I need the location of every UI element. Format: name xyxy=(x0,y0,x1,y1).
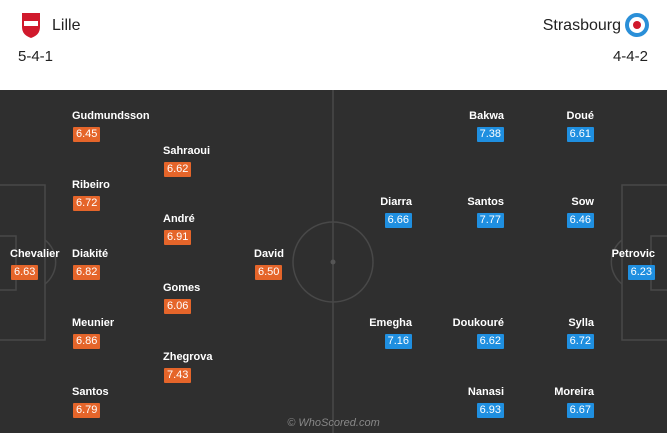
player-name: Santos xyxy=(72,386,109,398)
player-name: Chevalier xyxy=(10,248,60,260)
player-name: Sylla xyxy=(568,317,594,329)
player-name: Gudmundsson xyxy=(72,110,150,122)
player-name: Sow xyxy=(571,196,594,208)
player-rating: 7.16 xyxy=(384,334,412,349)
player-rating: 6.66 xyxy=(384,213,412,228)
away-formation: 4-4-2 xyxy=(612,48,648,65)
player-rating: 6.72 xyxy=(73,196,101,211)
player-rating: 6.86 xyxy=(73,334,101,349)
player-rating: 6.61 xyxy=(566,127,594,142)
home-formation: 5-4-1 xyxy=(18,48,54,65)
player-rating: 6.62 xyxy=(476,334,504,349)
pitch xyxy=(0,90,667,433)
player-name: Moreira xyxy=(554,386,594,398)
player-rating: 7.77 xyxy=(476,213,504,228)
player-rating: 6.79 xyxy=(73,403,101,418)
player-name: Zhegrova xyxy=(163,351,213,363)
home-team: Lille xyxy=(52,17,81,34)
player-rating: 6.91 xyxy=(164,230,192,245)
player-rating: 6.06 xyxy=(164,299,192,314)
player-name: Sahraoui xyxy=(163,145,211,157)
home-badge xyxy=(22,13,40,38)
player-name: Santos xyxy=(467,196,504,208)
player-name: Petrovic xyxy=(611,248,655,260)
player-rating: 6.62 xyxy=(164,162,192,177)
player-rating: 6.72 xyxy=(566,334,594,349)
player-rating: 6.45 xyxy=(73,127,101,142)
away-badge xyxy=(625,13,649,37)
player-name: Diakité xyxy=(72,248,109,260)
watermark: © WhoScored.com xyxy=(287,417,380,429)
player-name: Emegha xyxy=(369,317,412,329)
player-name: Bakwa xyxy=(469,110,504,122)
pitch-lines xyxy=(0,90,667,433)
player-name: Doukouré xyxy=(452,317,504,329)
player-name: Nanasi xyxy=(467,386,504,398)
away-team: Strasbourg xyxy=(542,17,621,34)
player-rating: 6.63 xyxy=(11,265,39,280)
player-rating: 7.43 xyxy=(164,368,192,383)
player-rating: 6.67 xyxy=(566,403,594,418)
player-name: Doué xyxy=(566,110,595,122)
player-rating: 6.46 xyxy=(566,213,594,228)
player-name: Diarra xyxy=(380,196,412,208)
player-name: Gomes xyxy=(163,282,201,294)
player-name: Ribeiro xyxy=(72,179,110,191)
player-rating: 6.50 xyxy=(255,265,283,280)
player-name: André xyxy=(163,213,195,225)
player-name: David xyxy=(254,248,284,260)
player-name: Meunier xyxy=(72,317,115,329)
player-rating: 6.93 xyxy=(476,403,504,418)
player-rating: 6.82 xyxy=(73,265,101,280)
player-rating: 7.38 xyxy=(476,127,504,142)
player-rating: 6.23 xyxy=(627,265,655,280)
